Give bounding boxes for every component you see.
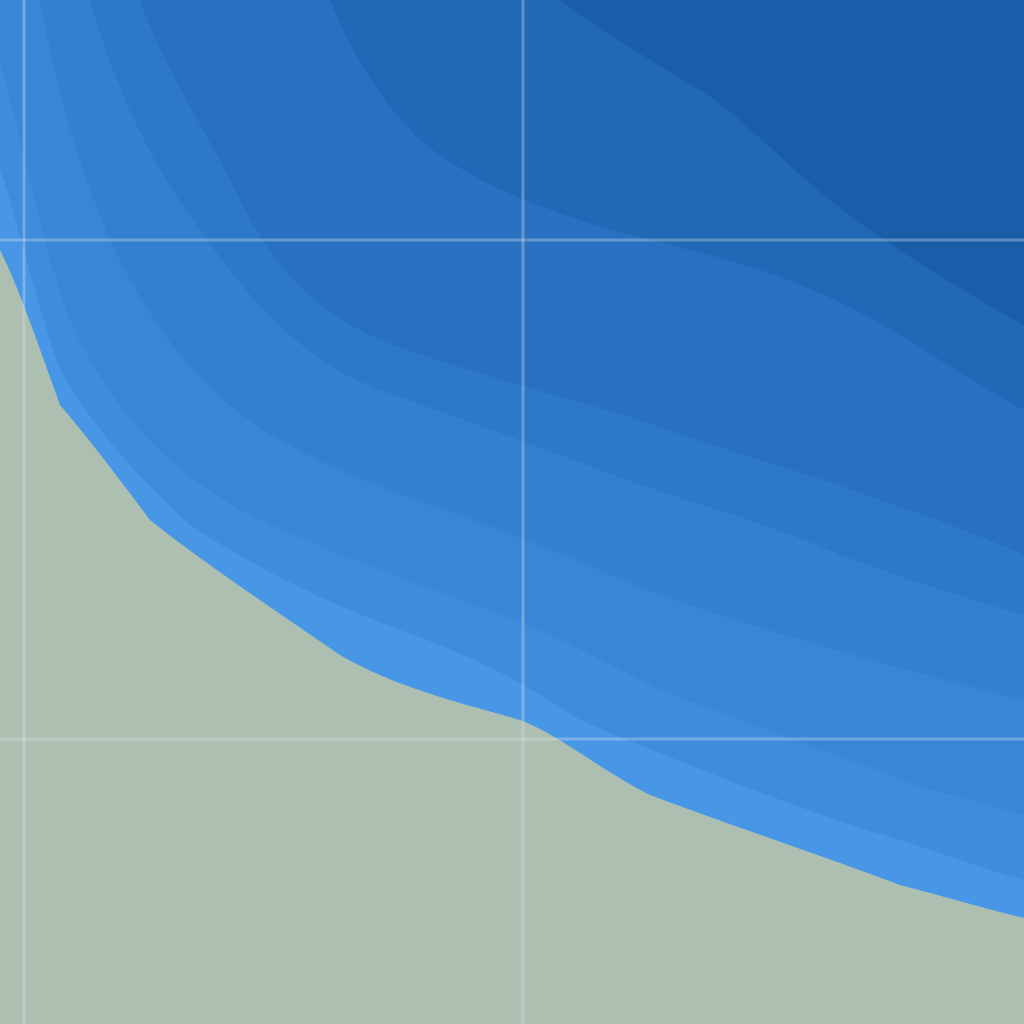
water-depth-band-deepest [560, 0, 1024, 325]
